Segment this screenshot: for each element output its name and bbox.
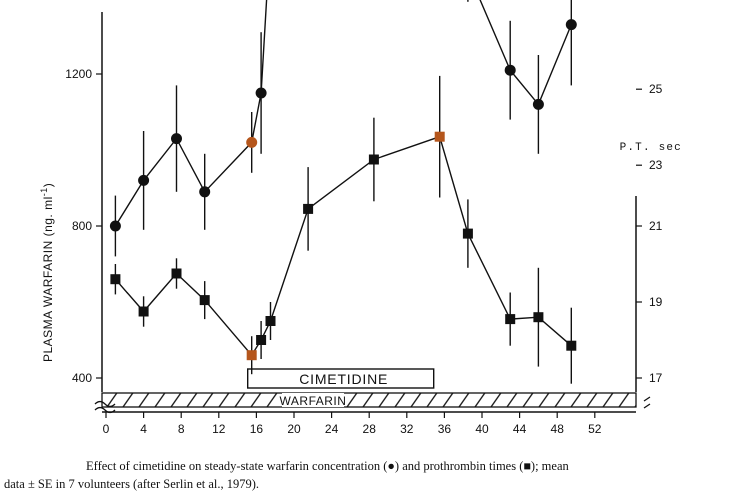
warfarin-point <box>565 19 577 31</box>
y-right-axis-label: P.T. sec <box>620 142 682 154</box>
warfarin-point <box>504 64 516 76</box>
warfarin-point <box>199 186 211 198</box>
prothrombin-line <box>114 135 572 357</box>
warfarin-point <box>109 220 121 232</box>
prothrombin-point <box>199 295 210 306</box>
x-tick-label: 36 <box>438 422 452 436</box>
warfarin-point <box>138 174 150 186</box>
prothrombin-point <box>566 340 577 351</box>
prothrombin-point <box>533 312 544 323</box>
warfarin-point <box>255 87 267 99</box>
prothrombin-point <box>505 314 516 325</box>
y-right-tick-label: 25 <box>649 82 663 96</box>
y-right-tick-label: 21 <box>649 219 663 233</box>
prothrombin-point <box>138 306 149 317</box>
axis-break-left <box>94 406 116 414</box>
warfarin-band <box>101 392 637 408</box>
prothrombin-point <box>110 274 121 285</box>
cimetidine-label: CIMETIDINE <box>299 371 388 387</box>
x-tick-label: 24 <box>325 422 339 436</box>
x-tick-label: 16 <box>250 422 264 436</box>
x-tick-label: 20 <box>287 422 301 436</box>
warfarin-label-bg <box>282 393 344 407</box>
x-tick-label: 0 <box>103 422 110 436</box>
warfarin-point <box>532 98 544 110</box>
x-tick-label: 28 <box>363 422 377 436</box>
prothrombin-point <box>434 131 445 142</box>
caption-line-2: data ± SE in 7 volunteers (after Serlin … <box>4 477 260 491</box>
y-right-tick-label: 19 <box>649 295 663 309</box>
prothrombin-point <box>462 228 473 239</box>
prothrombin-point <box>171 268 182 279</box>
y-right-tick-label: 17 <box>649 371 663 385</box>
x-tick-label: 4 <box>140 422 147 436</box>
y-left-tick-label: 800 <box>72 219 92 233</box>
warfarin-point <box>246 136 258 148</box>
x-tick-label: 52 <box>588 422 602 436</box>
x-tick-label: 8 <box>178 422 185 436</box>
x-tick-label: 32 <box>400 422 414 436</box>
cimetidine-box <box>246 368 435 389</box>
y-left-axis-label: PLASMA WARFARIN (ng. ml-1) <box>39 183 55 362</box>
warfarin-label: WARFARIN <box>280 394 347 408</box>
prothrombin-point <box>246 350 257 361</box>
x-tick-label: 48 <box>551 422 565 436</box>
axis-break-right <box>643 396 651 409</box>
prothrombin-point <box>256 335 267 345</box>
prothrombin-point <box>368 154 379 165</box>
x-tick-label: 12 <box>212 422 226 436</box>
axis-break-left <box>94 400 116 408</box>
caption-line-1: Effect of cimetidine on steady-state war… <box>86 459 569 473</box>
prothrombin-point <box>265 316 276 326</box>
warfarin-line <box>114 0 572 227</box>
x-tick-label: 44 <box>513 422 527 436</box>
y-left-tick-label: 400 <box>72 371 92 385</box>
warfarin-point <box>171 133 182 145</box>
y-right-tick-label: 23 <box>649 158 663 172</box>
y-left-tick-label: 1200 <box>65 67 92 81</box>
x-tick-label: 40 <box>475 422 489 436</box>
prothrombin-point <box>303 203 314 214</box>
